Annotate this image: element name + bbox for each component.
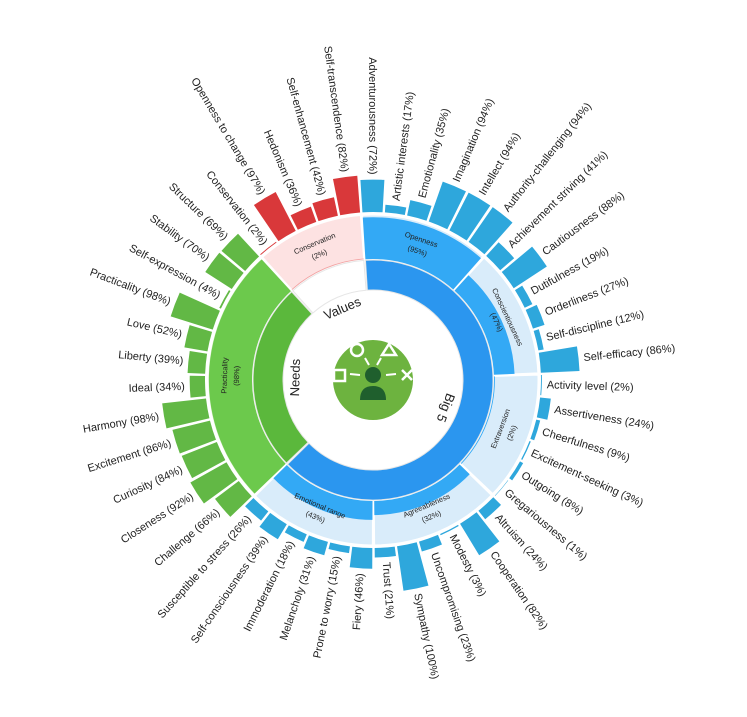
facet-bar <box>538 346 580 373</box>
facet-bar <box>384 204 407 216</box>
icon-body <box>360 386 386 400</box>
facet-label: Self-transcendence (82%) <box>321 45 350 173</box>
facet-bar <box>253 192 296 242</box>
facet-bar <box>521 441 531 460</box>
facet-bar <box>205 252 244 290</box>
center-icon <box>332 340 413 420</box>
facet-label: Hedonism (36%) <box>261 128 304 208</box>
facet-bar <box>478 497 502 520</box>
facet-bar <box>494 480 509 496</box>
facet-bar <box>215 480 252 517</box>
dimension-fill <box>208 259 291 494</box>
facet-label: Activity level (2%) <box>547 379 634 394</box>
dimension-fill <box>273 464 373 520</box>
facet-bar <box>509 461 524 481</box>
facet-bar <box>184 325 213 352</box>
facet-bar <box>162 398 210 429</box>
facet-bar <box>181 441 226 479</box>
facet-bar <box>170 292 220 330</box>
facet-bar <box>468 207 513 255</box>
facet-bar <box>397 542 429 591</box>
icon-cross <box>401 369 413 381</box>
dimension-label: Practicality <box>220 357 230 394</box>
facet-label: Self-discipline (12%) <box>545 309 645 344</box>
facet-bar <box>501 246 547 289</box>
facet-bar <box>440 524 459 536</box>
facet-bar <box>260 241 277 255</box>
facet-label: Trust (21%) <box>380 562 396 620</box>
facet-label: Self-efficacy (86%) <box>583 343 676 364</box>
group-label: Needs <box>287 358 303 397</box>
facet-bar <box>530 419 541 441</box>
facet-label: Love (52%) <box>126 316 184 341</box>
facet-bar <box>460 512 500 556</box>
facet-bar <box>245 497 269 521</box>
facet-bar <box>187 350 208 374</box>
facet-bar <box>332 175 361 216</box>
icon-circle-shape <box>349 342 365 358</box>
facet-label: Fiery (46%) <box>351 573 367 630</box>
facet-bar <box>259 512 287 540</box>
facet-bar <box>536 397 551 420</box>
facet-bar <box>360 179 385 213</box>
facet-label: Practicality (98%) <box>88 266 172 308</box>
facet-bar <box>290 206 317 230</box>
facet-bar <box>328 542 350 554</box>
icon-triangle <box>379 341 399 357</box>
icon-square <box>332 368 347 383</box>
facet-label: Artistic interests (17%) <box>391 91 417 202</box>
facet-bar <box>312 197 338 222</box>
facet-label: Sympathy (100%) <box>411 592 440 680</box>
facet-bar <box>172 420 216 454</box>
facet-bar <box>407 200 432 221</box>
icon-rays <box>349 357 397 376</box>
facet-label: Ideal (34%) <box>128 381 185 395</box>
facet-bar <box>221 233 260 272</box>
facet-bar <box>525 304 545 329</box>
dimension-fill <box>454 275 515 375</box>
facet-label: Excitement (86%) <box>86 438 172 475</box>
facet-bar <box>514 285 533 308</box>
facet-label: Openness to change (97%) <box>188 76 267 197</box>
group-ring <box>286 259 494 501</box>
facet-bar <box>303 535 328 556</box>
facet-label: Authority-challenging (94%) <box>501 101 594 215</box>
facet-bar <box>190 462 238 504</box>
facet-bar <box>189 375 206 398</box>
facet-bar <box>540 375 542 396</box>
facet-bar <box>418 534 442 552</box>
facet-label: Harmony (98%) <box>82 411 160 436</box>
facet-bar <box>219 290 231 309</box>
dimension-fill <box>362 217 481 290</box>
facet-bar <box>486 242 515 271</box>
dimension-fill <box>374 464 470 516</box>
facet-label: Adventurousness (72%) <box>366 57 378 174</box>
icon-head <box>365 367 381 383</box>
facet-bar <box>449 192 491 241</box>
facet-bar <box>374 546 396 558</box>
facet-label: Self-consciousness (39%) <box>189 534 271 646</box>
dimension-bg <box>262 214 365 291</box>
facet-bar <box>284 525 307 542</box>
facet-label: Liberty (39%) <box>118 349 184 367</box>
group-ring <box>292 259 367 314</box>
dimension-value-label: (98%) <box>232 365 242 386</box>
facet-bar <box>428 181 466 230</box>
facet-label: Assertiveness (24%) <box>553 404 654 432</box>
facet-bar <box>533 329 544 351</box>
facet-label: Prone to worry (15%) <box>311 555 343 659</box>
rings <box>162 175 580 591</box>
dimension-fill <box>460 376 495 464</box>
group-ring <box>252 291 313 464</box>
facet-bar <box>349 546 373 569</box>
facet-label: Gregariousness (1%) <box>502 487 589 563</box>
